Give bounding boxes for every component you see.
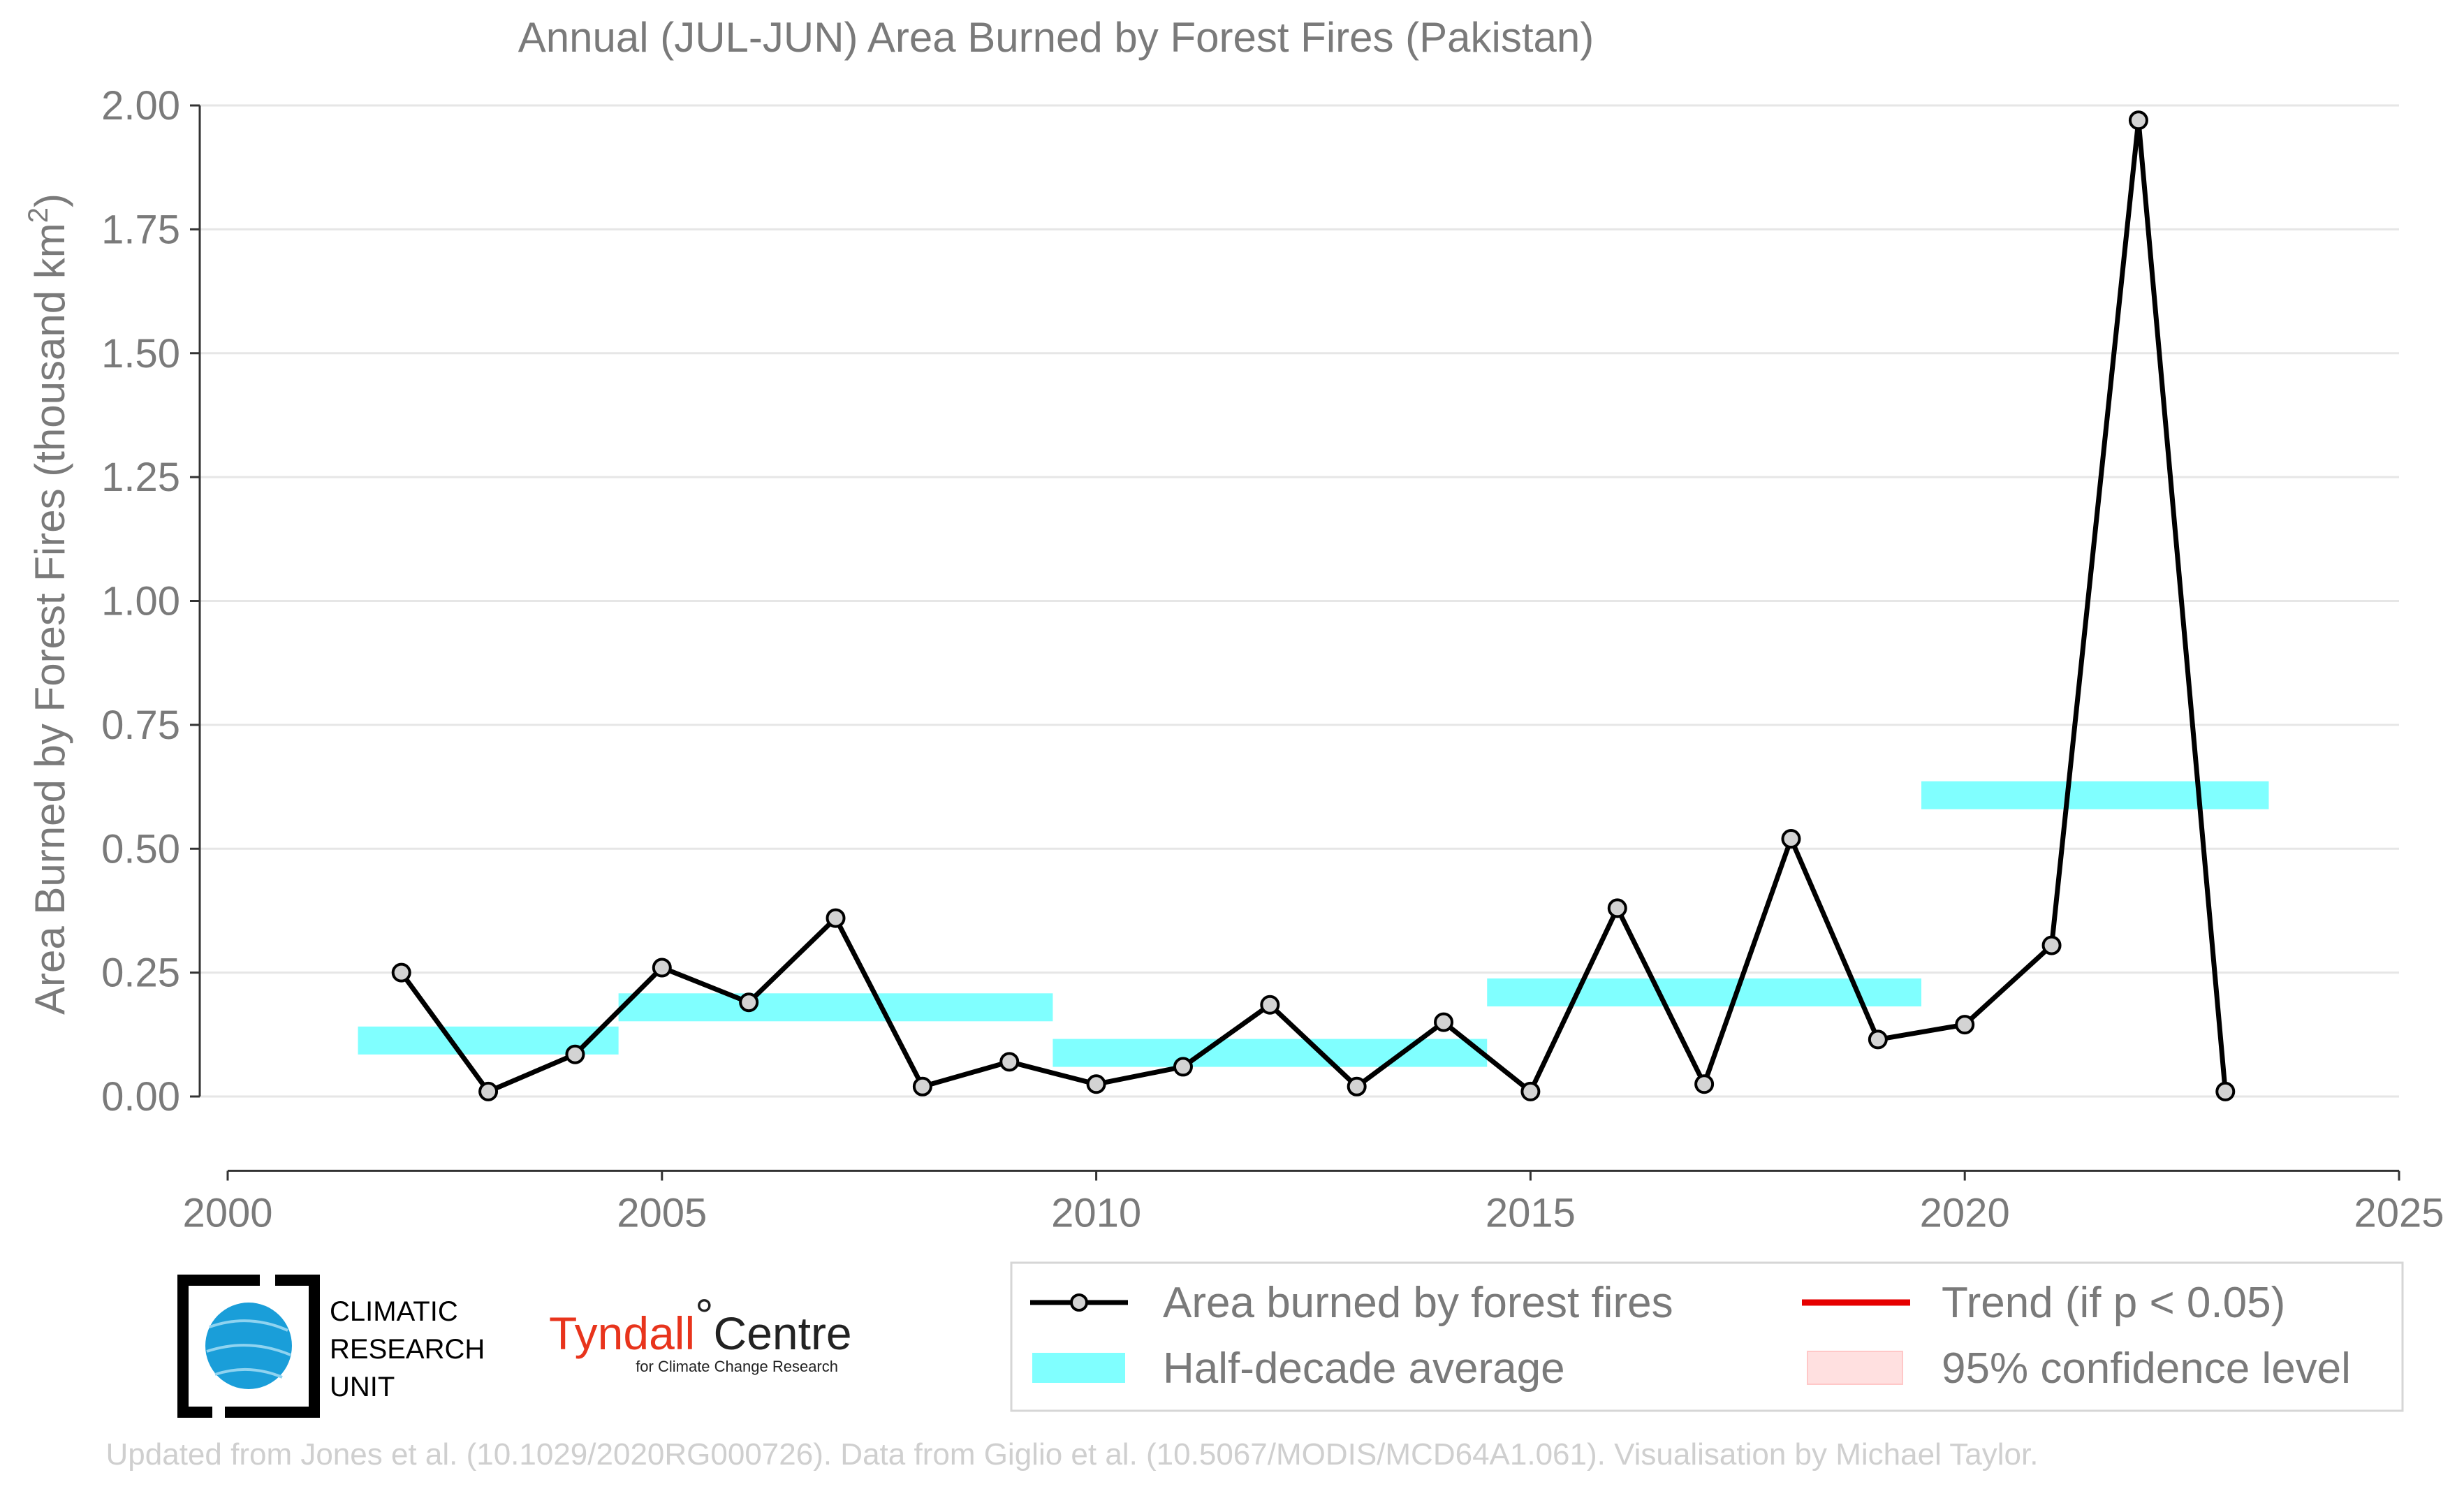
data-point: [1955, 1015, 1975, 1035]
data-point: [1607, 898, 1627, 918]
data-point: [1520, 1081, 1541, 1101]
data-point: [478, 1081, 499, 1101]
cru-logo-line-1: CLIMATIC: [330, 1296, 458, 1327]
cru-logo-bracket: [177, 1275, 320, 1418]
data-point: [2041, 935, 2062, 955]
data-point: [1086, 1074, 1106, 1094]
tyndall-logo-subtitle: for Climate Change Research: [636, 1358, 838, 1375]
cru-logo-line-2: RESEARCH: [330, 1334, 485, 1365]
x-tick-label: 2000: [182, 1190, 272, 1235]
legend-label-confidence: 95% confidence level: [1942, 1344, 2351, 1393]
x-tick-label: 2010: [1051, 1190, 1141, 1235]
data-point: [1868, 1029, 1888, 1050]
data-point: [2128, 110, 2148, 131]
y-tick-label: 0.50: [101, 826, 180, 872]
y-tick-label: 2.00: [101, 83, 180, 129]
x-tick-label: 2015: [1486, 1190, 1576, 1235]
y-tick-label: 0.75: [101, 703, 180, 748]
y-tick-label: 1.50: [101, 331, 180, 376]
half-decade-average-bar: [1487, 978, 1922, 1007]
legend-label-area-burned: Area burned by forest fires: [1163, 1279, 1673, 1327]
x-tick-label: 2005: [617, 1190, 707, 1235]
data-point: [826, 908, 846, 928]
y-axis-label-superscript: 2: [23, 207, 54, 223]
half-decade-average-bar: [1921, 781, 2269, 809]
x-tick-label: 2025: [2354, 1190, 2444, 1235]
cru-logo: CLIMATIC RESEARCH UNIT: [177, 1275, 485, 1418]
cru-globe-swirl-icon: [206, 1319, 291, 1379]
y-tick-label: 1.75: [101, 207, 180, 252]
data-point: [1347, 1076, 1367, 1096]
half-decade-average-bars: [358, 781, 2269, 1067]
legend-label-half-decade: Half-decade average: [1163, 1344, 1565, 1393]
x-tick-label: 2020: [1920, 1190, 2010, 1235]
data-point: [1781, 829, 1801, 849]
y-tick-label: 0.25: [101, 951, 180, 996]
half-decade-average-bar: [618, 993, 1053, 1022]
data-point: [912, 1076, 932, 1096]
legend-marker-area-burned: [1070, 1293, 1088, 1312]
y-tick-label: 0.00: [101, 1074, 180, 1120]
tyndall-logo-degree: °: [695, 1289, 713, 1341]
legend-symbol-confidence: [1807, 1351, 1903, 1385]
data-point: [2215, 1081, 2236, 1101]
y-tick-label: 1.00: [101, 579, 180, 624]
series-line: [399, 117, 2228, 1094]
data-point: [565, 1044, 585, 1064]
data-point: [391, 962, 411, 983]
data-point: [739, 992, 759, 1013]
tick-labels: 0.00 0.25 0.50 0.75 1.00 1.25 1.50 1.75 2.00 2000…: [101, 83, 2444, 1235]
grid-lines: [200, 104, 2399, 1098]
y-axis-label-end: ): [27, 193, 73, 207]
tyndall-logo: Tyndall°Centre for Climate Change Resear…: [549, 1289, 852, 1375]
data-point: [1260, 995, 1280, 1015]
tyndall-logo-text: Tyndall°Centre: [549, 1289, 852, 1359]
y-axis-label-main: Area Burned by Forest Fires (thousand km: [27, 223, 73, 1015]
cru-logo-line-3: UNIT: [330, 1372, 395, 1402]
data-point: [999, 1052, 1020, 1072]
series-area-burned: [391, 110, 2236, 1101]
legend-symbol-half-decade: [1032, 1353, 1125, 1383]
y-axis-label: Area Burned by Forest Fires (thousand km…: [23, 193, 73, 1015]
y-tick-label: 1.25: [101, 455, 180, 500]
legend: Area burned by forest fires Trend (if p …: [1010, 1261, 2404, 1412]
axes: [190, 104, 2400, 1181]
legend-label-trend: Trend (if p < 0.05): [1942, 1279, 2285, 1327]
data-point: [1694, 1074, 1715, 1094]
half-decade-average-bar: [1053, 1039, 1488, 1067]
chart-title: Annual (JUL-JUN) Area Burned by Forest F…: [518, 14, 1594, 61]
footer-credits: Updated from Jones et al. (10.1029/2020R…: [106, 1437, 2039, 1472]
tyndall-logo-name: Tyndall: [549, 1307, 695, 1359]
data-point: [1434, 1012, 1454, 1032]
tyndall-logo-centre: Centre: [714, 1307, 852, 1359]
data-point: [1173, 1057, 1193, 1077]
legend-box: [1010, 1261, 2404, 1412]
data-point: [652, 958, 672, 978]
